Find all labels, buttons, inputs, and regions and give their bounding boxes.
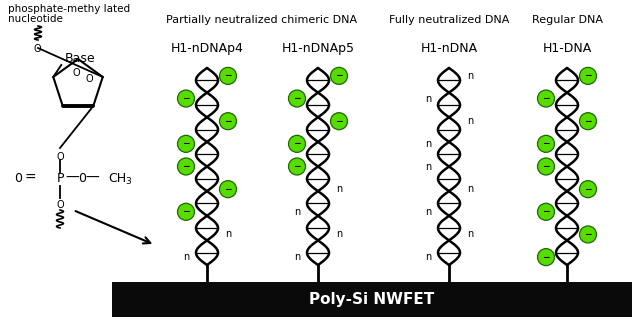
- Circle shape: [538, 249, 554, 266]
- Text: n: n: [336, 184, 342, 194]
- Text: CH: CH: [108, 171, 126, 185]
- Text: nucleotide: nucleotide: [8, 14, 63, 24]
- Text: −: −: [584, 117, 592, 126]
- Text: n: n: [425, 162, 431, 171]
- Circle shape: [177, 158, 195, 175]
- Text: −: −: [182, 139, 189, 148]
- Text: 0: 0: [14, 171, 22, 185]
- Text: n: n: [225, 229, 231, 240]
- Text: n: n: [294, 252, 300, 262]
- Text: —: —: [65, 171, 79, 185]
- Text: 0: 0: [78, 171, 86, 185]
- Text: −: −: [224, 117, 232, 126]
- Text: −: −: [335, 117, 343, 126]
- Circle shape: [538, 203, 554, 220]
- Text: n: n: [467, 71, 473, 81]
- Text: 3: 3: [125, 176, 131, 186]
- Text: −: −: [542, 162, 550, 171]
- Text: O: O: [72, 68, 80, 78]
- Text: −: −: [584, 230, 592, 239]
- Text: Base: Base: [64, 52, 95, 65]
- Text: H1-nDNAp4: H1-nDNAp4: [171, 42, 243, 55]
- Circle shape: [177, 135, 195, 152]
- Text: −: −: [542, 207, 550, 216]
- Text: Poly-Si NWFET: Poly-Si NWFET: [309, 292, 435, 307]
- Text: n: n: [467, 116, 473, 126]
- Text: —: —: [85, 171, 99, 185]
- Text: −: −: [224, 71, 232, 80]
- Text: n: n: [467, 229, 473, 240]
- Circle shape: [579, 226, 596, 243]
- Text: −: −: [542, 253, 550, 262]
- Text: −: −: [293, 139, 301, 148]
- Text: H1-nDNA: H1-nDNA: [420, 42, 477, 55]
- Text: n: n: [467, 184, 473, 194]
- Circle shape: [538, 135, 554, 152]
- Text: −: −: [293, 162, 301, 171]
- Bar: [112, 282, 632, 317]
- Text: =: =: [24, 171, 36, 185]
- Text: H1-nDNAp5: H1-nDNAp5: [282, 42, 355, 55]
- Text: O: O: [56, 152, 64, 162]
- Text: −: −: [224, 185, 232, 194]
- Text: n: n: [425, 93, 431, 104]
- Circle shape: [289, 135, 305, 152]
- Text: −: −: [584, 185, 592, 194]
- Text: Partially neutralized chimeric DNA: Partially neutralized chimeric DNA: [166, 15, 358, 25]
- Circle shape: [177, 90, 195, 107]
- Circle shape: [220, 113, 237, 130]
- Circle shape: [538, 90, 554, 107]
- Circle shape: [220, 181, 237, 198]
- Text: −: −: [542, 94, 550, 103]
- Text: Fully neutralized DNA: Fully neutralized DNA: [389, 15, 509, 25]
- Text: n: n: [183, 252, 189, 262]
- Circle shape: [177, 203, 195, 220]
- Text: n: n: [336, 229, 342, 240]
- Circle shape: [330, 67, 348, 84]
- Circle shape: [579, 181, 596, 198]
- Text: −: −: [182, 207, 189, 216]
- Text: −: −: [293, 94, 301, 103]
- Circle shape: [579, 113, 596, 130]
- Text: O: O: [56, 200, 64, 210]
- Text: n: n: [294, 207, 300, 217]
- Text: O: O: [85, 74, 93, 84]
- Text: H1-DNA: H1-DNA: [542, 42, 591, 55]
- Text: phosphate-methy lated: phosphate-methy lated: [8, 4, 130, 14]
- Circle shape: [538, 158, 554, 175]
- Text: P: P: [56, 171, 64, 185]
- Text: −: −: [542, 139, 550, 148]
- Circle shape: [220, 67, 237, 84]
- Text: n: n: [425, 139, 431, 149]
- Text: −: −: [182, 162, 189, 171]
- Text: −: −: [584, 71, 592, 80]
- Circle shape: [330, 113, 348, 130]
- Text: n: n: [425, 252, 431, 262]
- Circle shape: [289, 90, 305, 107]
- Text: −: −: [335, 71, 343, 80]
- Text: n: n: [425, 207, 431, 217]
- Text: −: −: [182, 94, 189, 103]
- Circle shape: [579, 67, 596, 84]
- Text: O: O: [33, 44, 41, 54]
- Text: Regular DNA: Regular DNA: [531, 15, 602, 25]
- Circle shape: [289, 158, 305, 175]
